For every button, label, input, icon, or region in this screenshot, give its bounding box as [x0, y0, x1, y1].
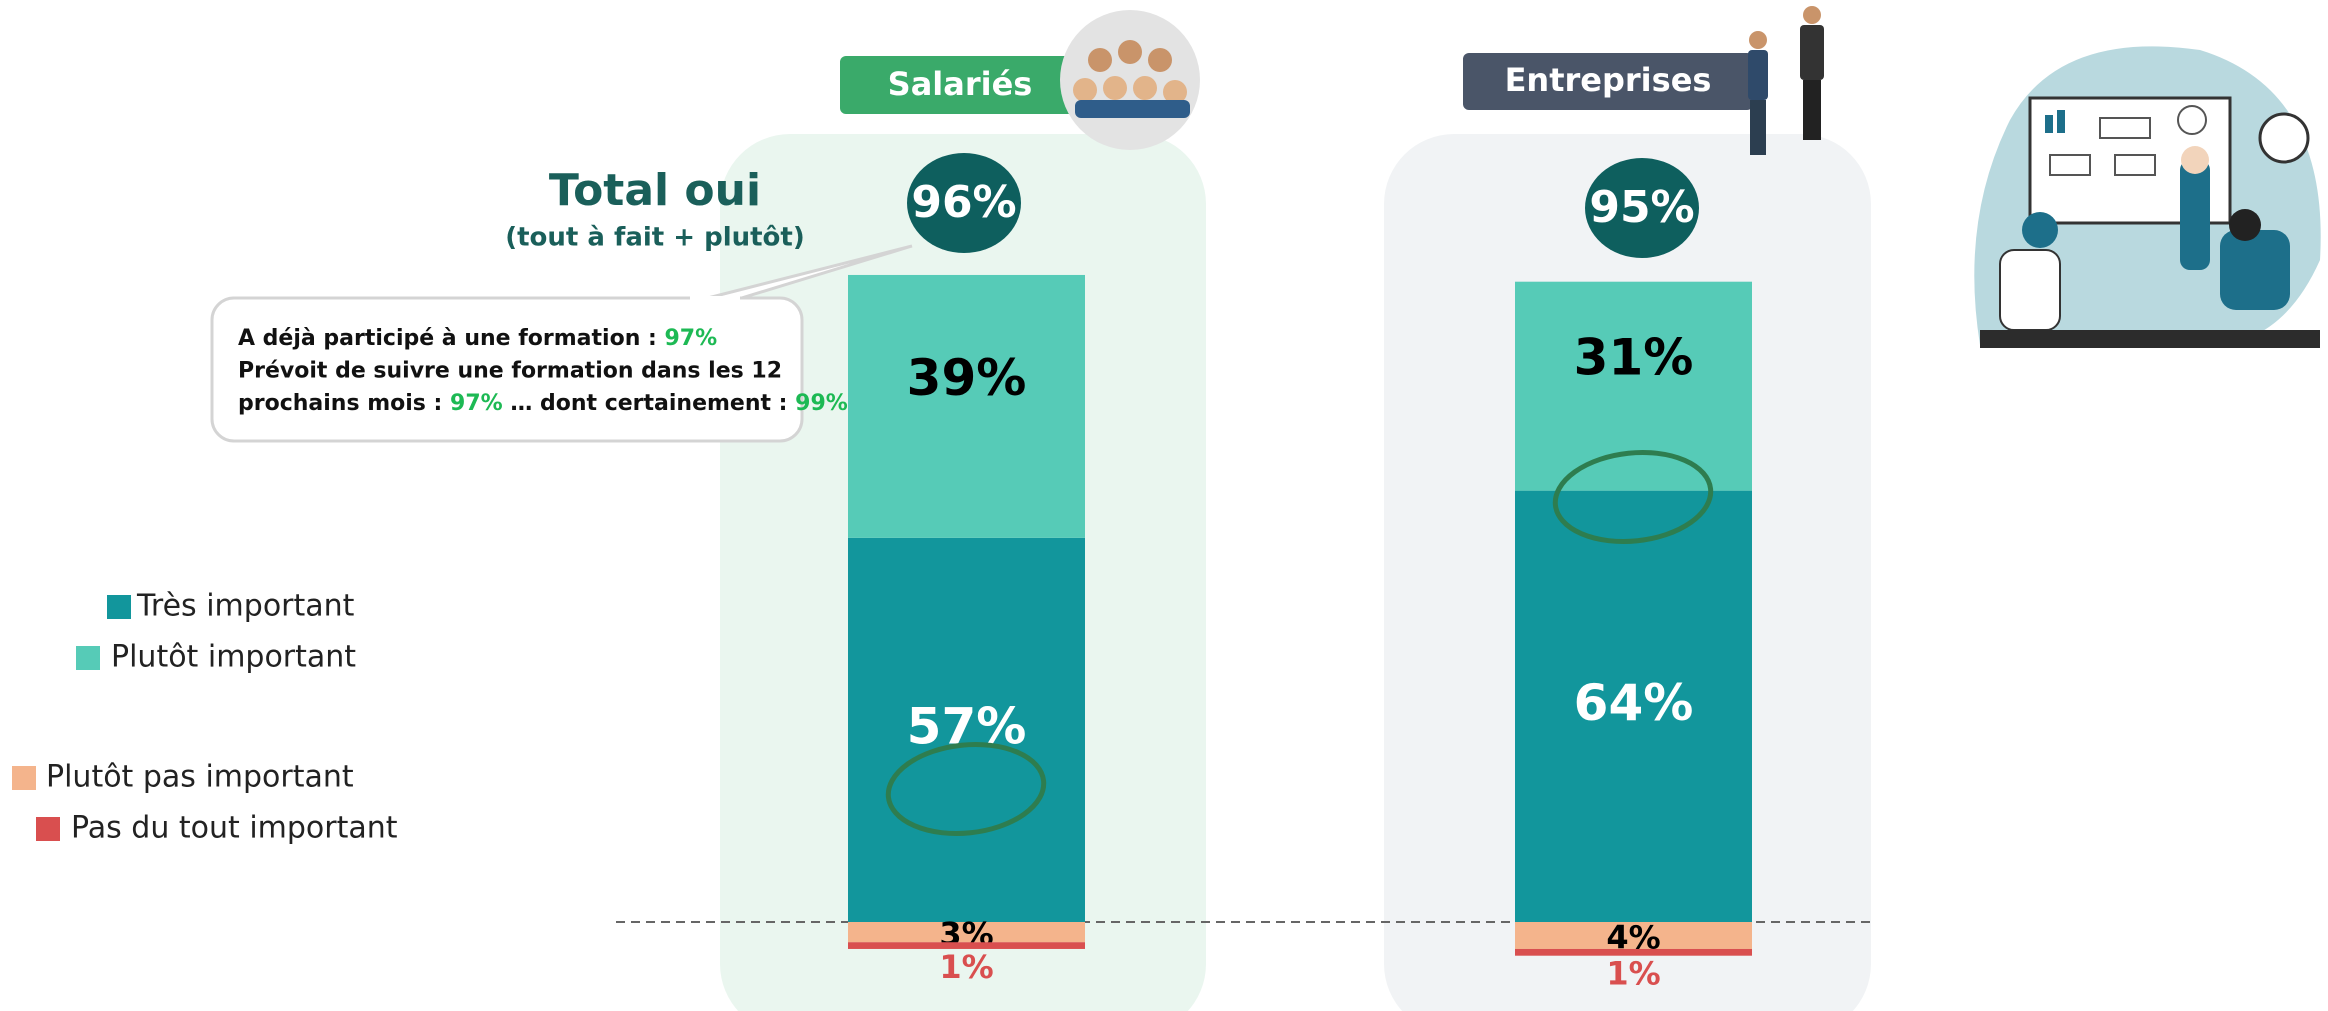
legend-swatch: [12, 766, 36, 790]
callout-part: 97%: [664, 326, 717, 351]
value-label: 31%: [1574, 329, 1694, 387]
legend-label: Très important: [136, 589, 355, 624]
legend-label: Plutôt important: [111, 640, 356, 675]
callout-part: A déjà participé à une formation :: [238, 326, 664, 351]
category-label: Entreprises: [1505, 61, 1712, 99]
callout-line: Prévoit de suivre une formation dans les…: [238, 359, 782, 384]
callout-line: prochains mois : 97% … dont certainement…: [238, 391, 848, 416]
office-illustration: [1974, 46, 2320, 348]
callout-part: prochains mois :: [238, 391, 450, 416]
value-label: 39%: [907, 349, 1027, 407]
bars: 57%39%3%1%64%31%4%1%: [848, 275, 1752, 993]
value-label: 1%: [1606, 955, 1660, 993]
totals-title: Total oui: [549, 165, 761, 216]
totals-subtitle: (tout à fait + plutôt): [505, 223, 804, 253]
page: {"chart_data": {"type": "stacked-bar", "…: [0, 0, 2328, 1011]
chart: Total oui (tout à fait + plutôt) A déjà …: [0, 0, 2328, 1011]
callout-join: [690, 296, 740, 302]
callout-part: 99%: [795, 391, 848, 416]
legend-swatch: [76, 646, 100, 670]
legend-swatch: [36, 817, 60, 841]
business-icon: [1748, 6, 1824, 155]
total-label: 95%: [1589, 182, 1694, 233]
category-label: Salariés: [888, 65, 1033, 103]
value-label: 64%: [1574, 674, 1694, 732]
total-label: 96%: [911, 177, 1016, 228]
callout-line: A déjà participé à une formation : 97%: [238, 326, 717, 351]
callout-part: … dont certainement :: [503, 391, 795, 416]
callout-part: 97%: [450, 391, 503, 416]
callout-part: Prévoit de suivre une formation dans les…: [238, 359, 782, 384]
value-label: 1%: [939, 948, 993, 986]
legend-swatch: [107, 595, 131, 619]
legend: Très important Plutôt important Plutôt pas…: [12, 589, 398, 846]
legend-label: Pas du tout important: [71, 811, 398, 846]
people-icon: [1060, 10, 1200, 150]
legend-label: Plutôt pas important: [46, 760, 354, 795]
